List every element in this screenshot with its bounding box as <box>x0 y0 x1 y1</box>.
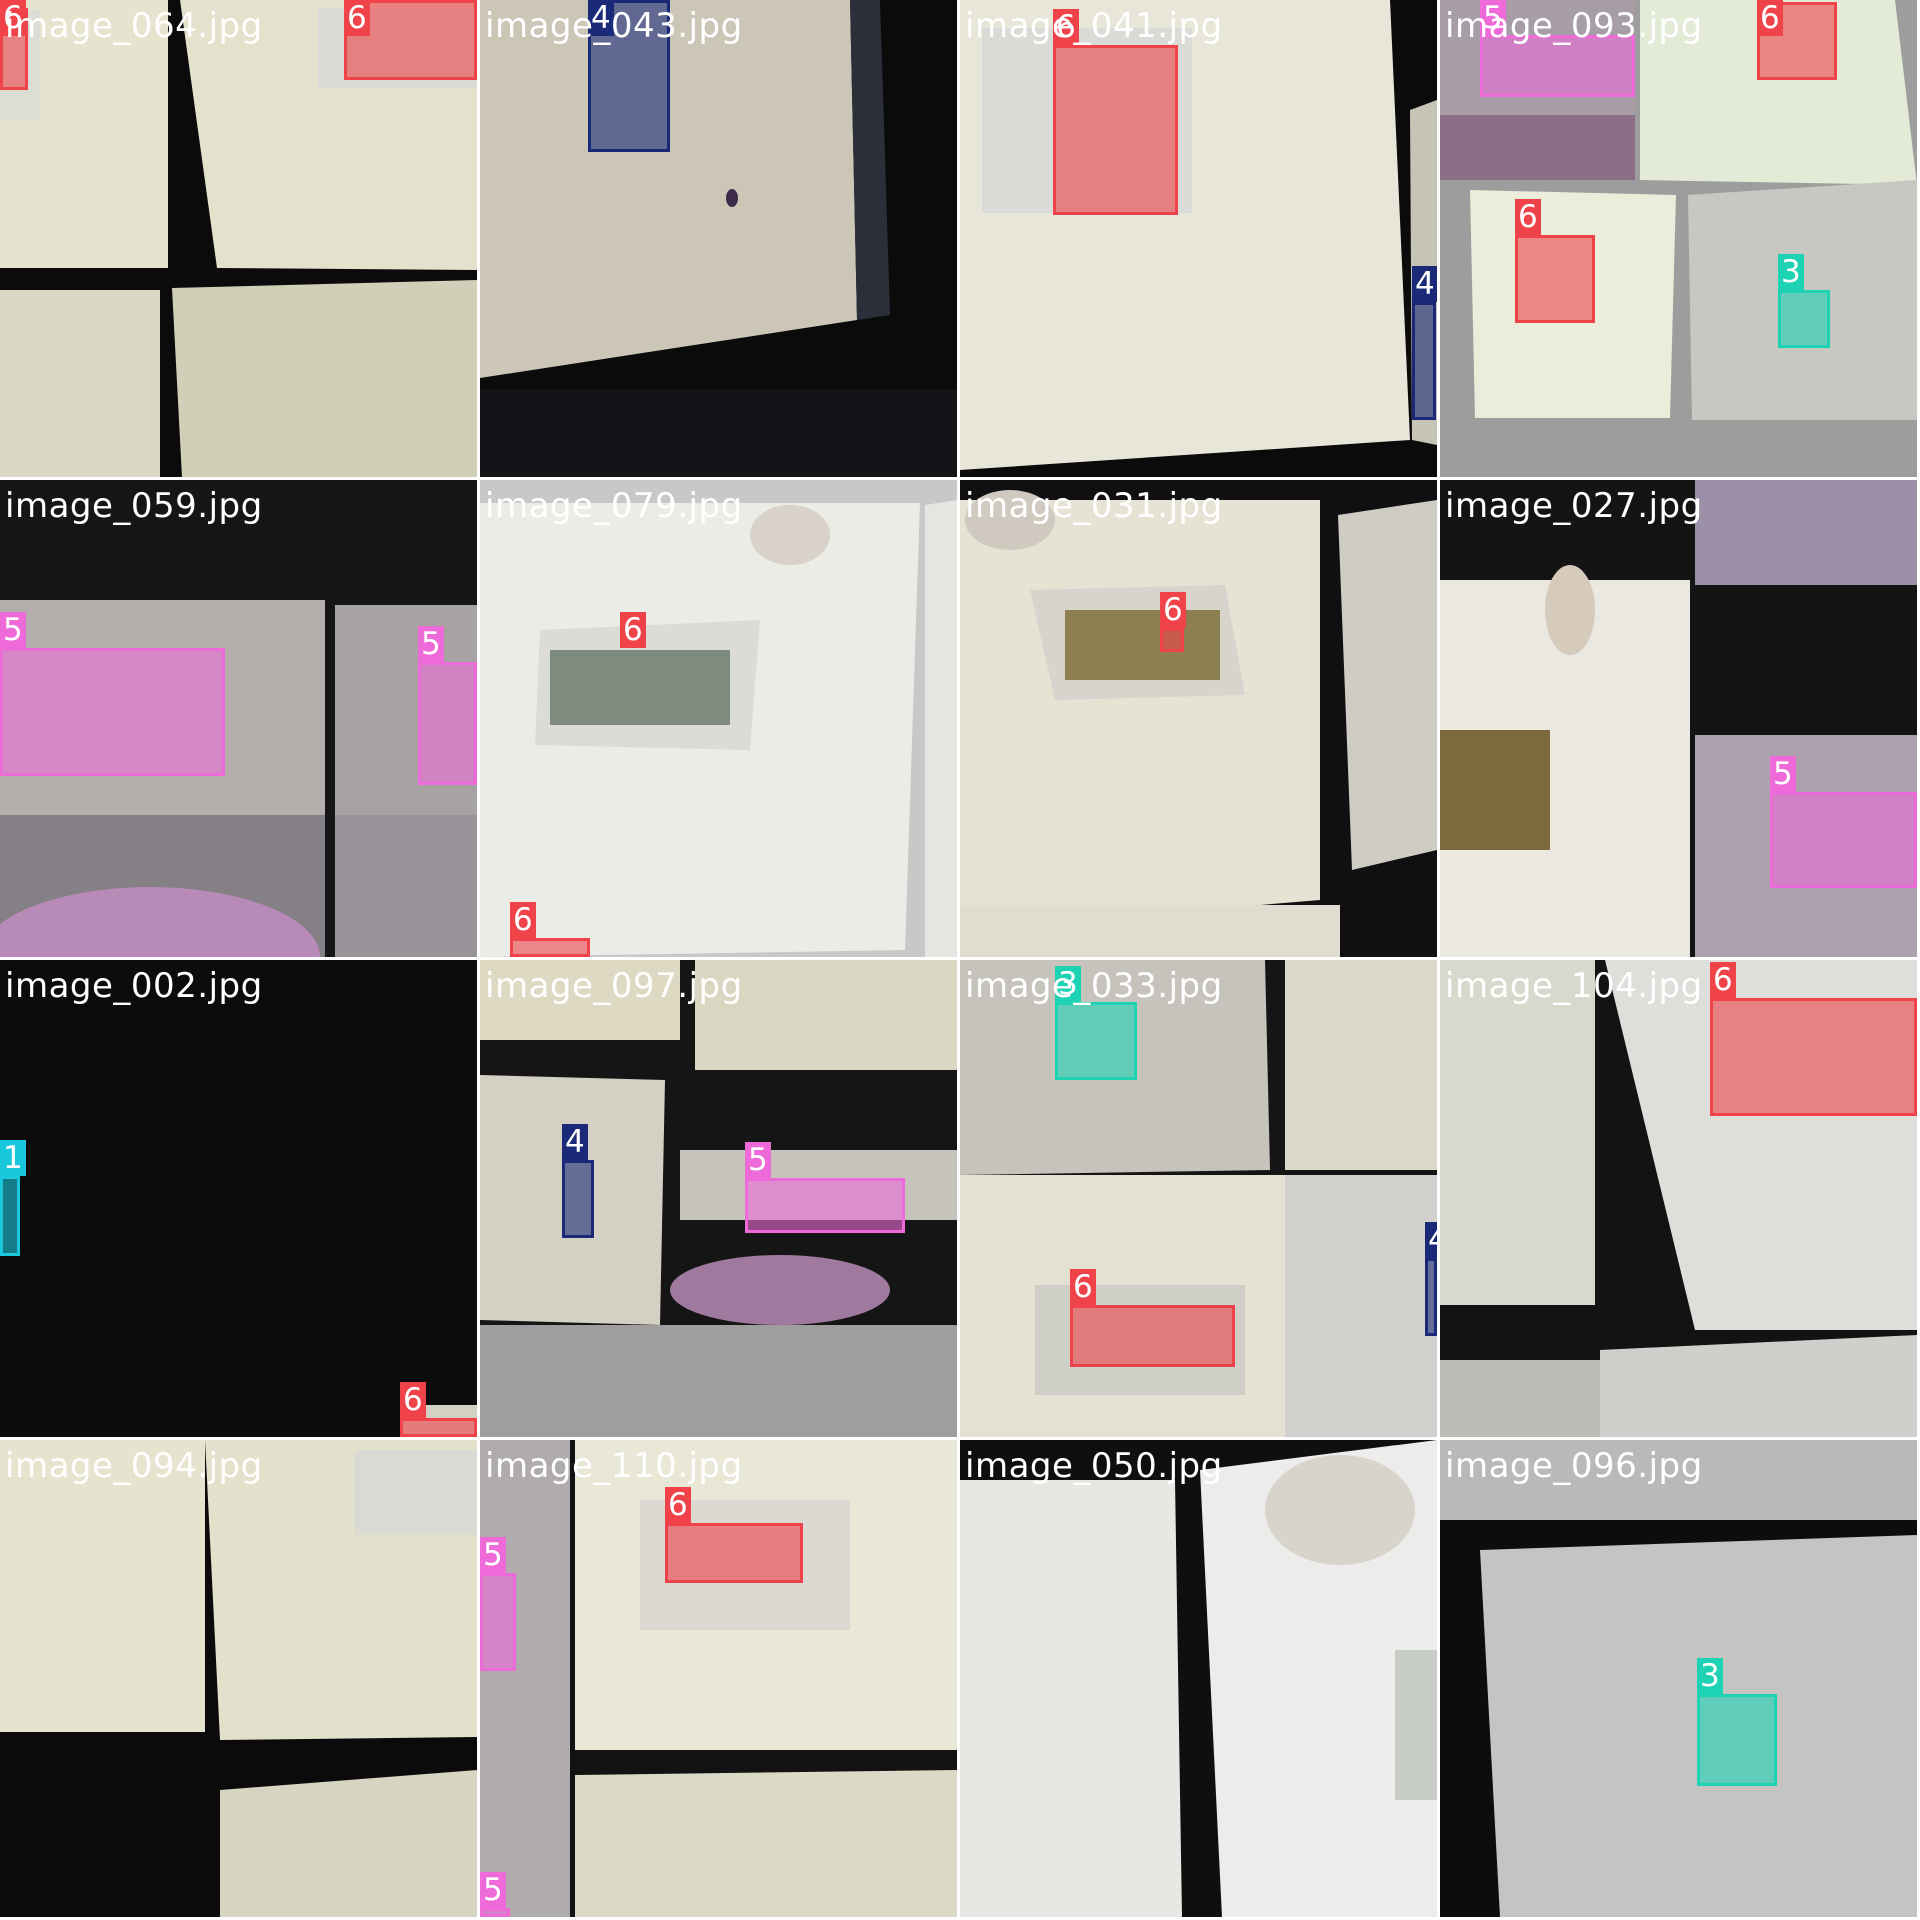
tile-filename: image_059.jpg <box>5 486 263 526</box>
tile-filename: image_104.jpg <box>1445 966 1703 1006</box>
tile-filename: image_027.jpg <box>1445 486 1703 526</box>
bounding-box <box>1053 45 1178 215</box>
tile-photo <box>0 1440 477 1917</box>
bounding-box <box>1480 35 1635 97</box>
tile-photo <box>960 1440 1437 1917</box>
bounding-box <box>0 1176 20 1256</box>
tile-filename: image_097.jpg <box>485 966 743 1006</box>
bounding-box <box>0 648 225 776</box>
tile-filename: image_031.jpg <box>965 486 1223 526</box>
bounding-box <box>1515 235 1595 323</box>
bounding-box <box>562 1160 594 1238</box>
mosaic-tile: image_050.jpg <box>960 1440 1437 1917</box>
bounding-box <box>400 1418 477 1437</box>
class-label: 6 <box>665 1487 691 1523</box>
tile-filename: image_079.jpg <box>485 486 743 526</box>
tile-filename: image_110.jpg <box>485 1446 743 1486</box>
class-label: 4 <box>1425 1222 1437 1258</box>
class-label: 6 <box>344 0 370 36</box>
bounding-box <box>1770 792 1917 888</box>
tile-filename: image_093.jpg <box>1445 6 1703 46</box>
class-label: 5 <box>0 612 26 648</box>
class-label: 3 <box>1778 254 1804 290</box>
class-label: 3 <box>1697 1658 1723 1694</box>
tile-filename: image_094.jpg <box>5 1446 263 1486</box>
class-label: 4 <box>1412 266 1437 302</box>
mosaic-tile: 5 5 image_059.jpg <box>0 480 477 957</box>
class-label: 4 <box>562 1124 588 1160</box>
tile-filename: image_033.jpg <box>965 966 1223 1006</box>
mosaic-tile: 6 5 5 image_110.jpg <box>480 1440 957 1917</box>
class-label: 6 <box>1070 1269 1096 1305</box>
class-label: 6 <box>1710 962 1736 998</box>
mosaic-tile: 6 image_031.jpg <box>960 480 1437 957</box>
class-label: 5 <box>418 626 444 662</box>
tile-filename: image_064.jpg <box>5 6 263 46</box>
mosaic-tile: 6 image_104.jpg <box>1440 960 1917 1437</box>
class-label: 5 <box>1770 756 1796 792</box>
class-label: 6 <box>0 0 26 36</box>
tile-filename: image_041.jpg <box>965 6 1223 46</box>
mosaic-tile: 6 6 image_064.jpg <box>0 0 477 477</box>
tile-photo <box>0 960 477 1437</box>
class-label: 1 <box>0 1140 26 1176</box>
mosaic-tile: 3 image_096.jpg <box>1440 1440 1917 1917</box>
class-label: 6 <box>1160 592 1186 628</box>
tile-filename: image_043.jpg <box>485 6 743 46</box>
tile-filename: image_050.jpg <box>965 1446 1223 1486</box>
tile-photo <box>480 960 957 1437</box>
class-label: 6 <box>1053 9 1079 45</box>
mosaic-tile: image_094.jpg <box>0 1440 477 1917</box>
mosaic-tile: 1 6 image_002.jpg <box>0 960 477 1437</box>
class-label: 5 <box>1480 0 1506 36</box>
mosaic-tile: 4 image_043.jpg <box>480 0 957 477</box>
class-label: 6 <box>1757 0 1783 36</box>
bounding-box <box>1697 1694 1777 1786</box>
tile-filename: image_002.jpg <box>5 966 263 1006</box>
bounding-box <box>745 1178 905 1233</box>
mosaic-tile: 5 image_027.jpg <box>1440 480 1917 957</box>
mosaic-tile: 4 5 image_097.jpg <box>480 960 957 1437</box>
bounding-box <box>1055 1002 1137 1080</box>
tile-photo <box>960 480 1437 957</box>
bounding-box <box>1160 628 1184 652</box>
bounding-box <box>480 1908 510 1917</box>
tile-photo <box>480 480 957 957</box>
class-label: 5 <box>745 1142 771 1178</box>
class-label: 5 <box>480 1537 506 1573</box>
bounding-box <box>1412 302 1436 420</box>
tile-photo <box>1440 960 1917 1437</box>
class-label: 6 <box>1515 199 1541 235</box>
class-label: 3 <box>1055 966 1081 1002</box>
tile-photo <box>1440 1440 1917 1917</box>
class-label: 6 <box>620 612 646 648</box>
tile-filename: image_096.jpg <box>1445 1446 1703 1486</box>
bounding-box <box>510 938 590 957</box>
bounding-box <box>418 662 477 785</box>
class-label: 6 <box>400 1382 426 1418</box>
tile-photo <box>960 0 1437 477</box>
bounding-box <box>1070 1305 1235 1367</box>
tile-photo <box>480 1440 957 1917</box>
bounding-box <box>480 1573 516 1671</box>
bounding-box <box>1425 1258 1437 1336</box>
bounding-box <box>1778 290 1830 348</box>
class-label: 5 <box>480 1872 506 1908</box>
tile-photo <box>1440 480 1917 957</box>
mosaic-tile: 5 6 6 3 image_093.jpg <box>1440 0 1917 477</box>
class-label: 4 <box>588 0 614 36</box>
class-label: 6 <box>510 902 536 938</box>
bounding-box <box>1710 998 1917 1116</box>
bounding-box <box>665 1523 803 1583</box>
tile-photo <box>480 0 957 477</box>
mosaic-tile: 6 4 image_041.jpg <box>960 0 1437 477</box>
mosaic-tile: 6 6 image_079.jpg <box>480 480 957 957</box>
mosaic-tile: 3 6 4 image_033.jpg <box>960 960 1437 1437</box>
